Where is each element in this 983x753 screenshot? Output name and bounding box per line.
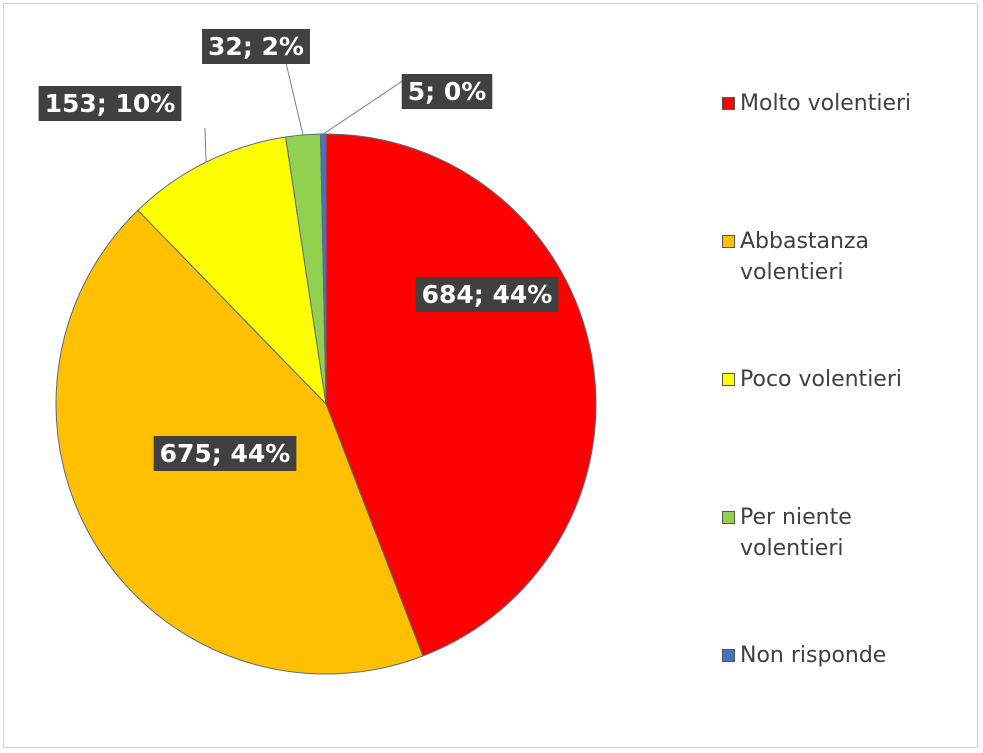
- data-label: 675; 44%: [160, 439, 291, 468]
- data-label: 153; 10%: [45, 89, 176, 118]
- legend-label: Poco volentieri: [740, 367, 902, 392]
- legend-label: Per niente volentieri: [740, 505, 852, 561]
- pie-slice: [325, 133, 597, 657]
- legend-label: Abbastanza volentieri: [740, 229, 870, 285]
- legend: Molto volentieri Abbastanza volentieri Poc…: [722, 88, 937, 753]
- data-label: 5; 0%: [408, 77, 487, 106]
- leader-line: [204, 127, 207, 163]
- leader-line: [285, 62, 304, 136]
- data-label-bg: [401, 74, 493, 109]
- pie-slice: [137, 136, 327, 406]
- data-label-bg: [153, 436, 297, 471]
- leader-line: [322, 79, 405, 135]
- legend-item: Abbastanza volentieri: [722, 226, 937, 364]
- legend-item: Molto volentieri: [722, 88, 937, 226]
- legend-swatch: [722, 235, 735, 248]
- data-label-bg: [38, 86, 182, 121]
- data-label-bg: [202, 29, 310, 64]
- data-label: 32; 2%: [208, 32, 304, 61]
- legend-item: Per niente volentieri: [722, 502, 937, 640]
- pie-slice: [320, 133, 327, 405]
- legend-swatch: [722, 649, 735, 662]
- data-label-bg: [415, 277, 559, 312]
- legend-swatch: [722, 373, 735, 386]
- legend-swatch: [722, 511, 735, 524]
- legend-label: Molto volentieri: [740, 91, 912, 116]
- legend-label: Non risponde: [740, 643, 887, 668]
- legend-item: Poco volentieri: [722, 364, 937, 502]
- legend-item: Non risponde: [722, 640, 937, 753]
- legend-swatch: [722, 97, 735, 110]
- data-label: 684; 44%: [422, 280, 553, 309]
